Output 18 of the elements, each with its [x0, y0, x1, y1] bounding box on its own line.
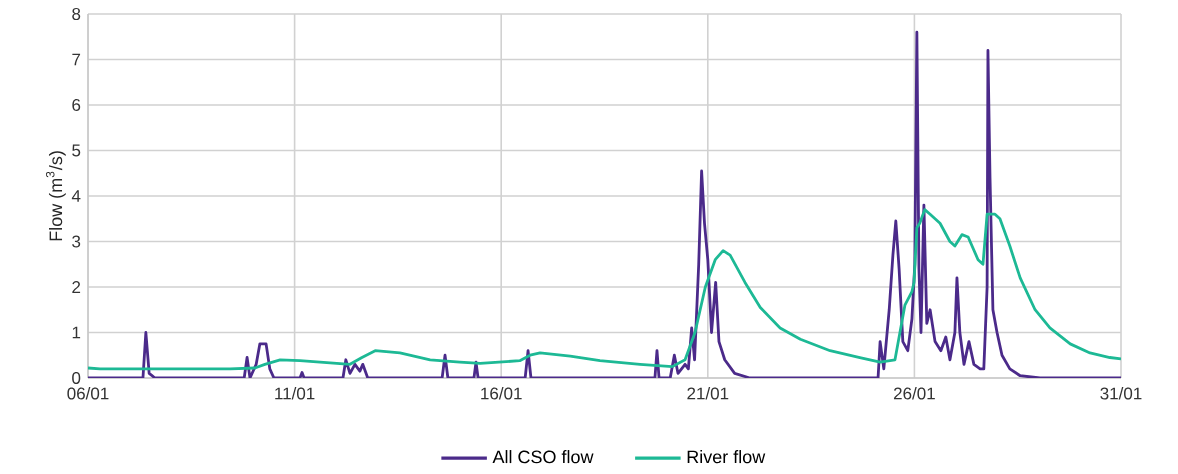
y-tick-label: 4 [71, 190, 81, 202]
y-tick-label: 8 [72, 7, 81, 21]
legend-label: All CSO flow [492, 450, 594, 464]
y-tick-label: 7 [72, 53, 81, 66]
y-tick-label: 1 [72, 326, 81, 339]
x-tick-label: 21/01 [687, 387, 729, 400]
y-tick-label: 2 [72, 281, 81, 293]
x-tick-label: 11/01 [275, 387, 315, 400]
x-tick-label: 06/01 [67, 387, 109, 400]
x-tick-label: 31/01 [1100, 387, 1142, 400]
y-axis-title: Flow (m$^{3}$/s) [46, 151, 66, 241]
y-tick-label: 3 [72, 235, 81, 248]
y-tick-label: 5 [72, 144, 81, 157]
legend-label: River flow [687, 450, 766, 464]
y-tick-label: 0 [72, 371, 81, 384]
x-tick-label: 16/01 [481, 387, 522, 400]
x-tick-label: 26/01 [893, 387, 935, 400]
y-tick-label: 6 [72, 98, 81, 111]
